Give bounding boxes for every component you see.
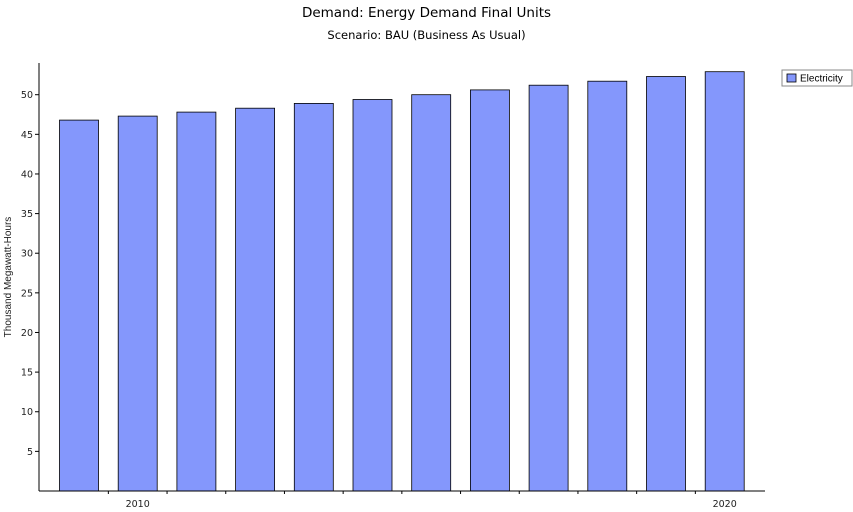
- y-tick-label: 25: [21, 288, 33, 299]
- bar-2014: [352, 99, 393, 492]
- bar-2009: [59, 119, 99, 492]
- legend: Electricity: [781, 69, 853, 87]
- bar-2017: [528, 84, 569, 492]
- y-axis: 5 10 15 20 25 30 35 40 45 50: [21, 63, 40, 491]
- legend-box: [781, 69, 853, 87]
- y-tick-label: 15: [21, 368, 33, 379]
- bar-2010: [117, 115, 158, 492]
- bar-2013: [293, 103, 334, 492]
- y-tick-label: 5: [27, 447, 33, 458]
- y-tick-label: 50: [21, 90, 33, 101]
- legend-swatch: [786, 73, 797, 83]
- bar-2019: [646, 76, 686, 492]
- y-tick-label: 20: [21, 328, 33, 339]
- bar-2012: [235, 107, 276, 492]
- bar-2020: [704, 71, 745, 492]
- bar-2016: [469, 89, 510, 492]
- bar-2018: [587, 80, 628, 492]
- x-axis: 2010 2020: [39, 490, 765, 510]
- y-tick-label: 10: [21, 407, 33, 418]
- y-tick-label: 30: [21, 249, 33, 260]
- y-tick-label: 45: [21, 130, 33, 141]
- bar-2015: [411, 94, 452, 492]
- y-tick-label: 40: [21, 169, 33, 180]
- bar-2011: [176, 111, 217, 492]
- y-axis-title: Thousand Megawatt-Hours: [3, 217, 14, 338]
- x-tick-label: 2010: [126, 499, 150, 510]
- y-tick-label: 35: [21, 209, 33, 220]
- bars-group: [59, 71, 745, 492]
- chart-title: Demand: Energy Demand Final Units: [301, 5, 552, 21]
- legend-label-electricity: Electricity: [800, 74, 843, 85]
- x-tick-label: 2020: [713, 499, 737, 510]
- chart-subtitle: Scenario: BAU (Business As Usual): [327, 28, 526, 42]
